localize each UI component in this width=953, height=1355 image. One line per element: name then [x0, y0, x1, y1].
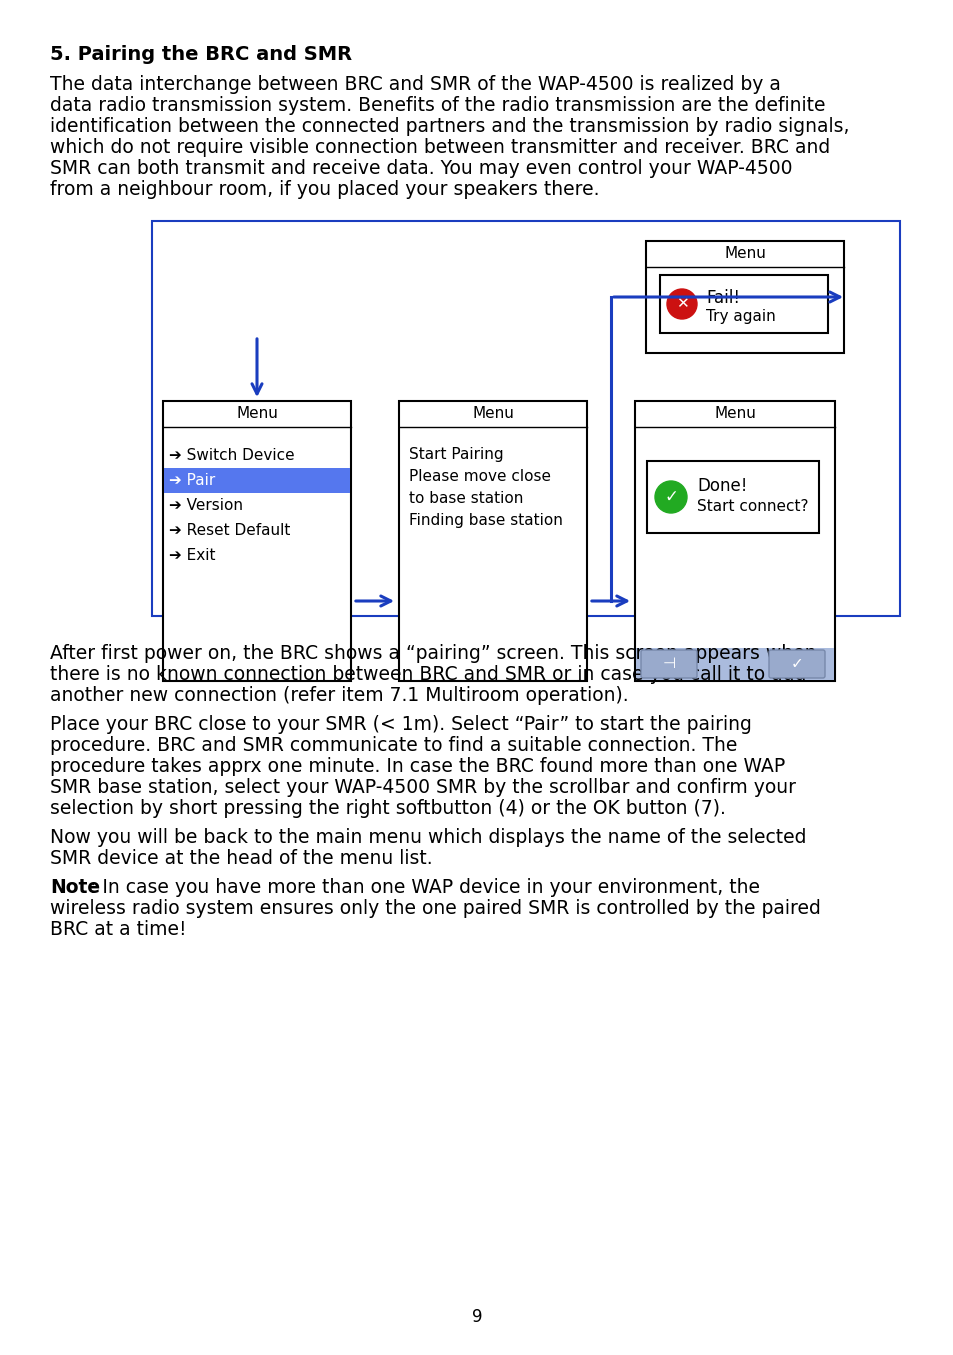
Bar [164, 467, 350, 493]
Text: data radio transmission system. Benefits of the radio transmission are the defin: data radio transmission system. Benefits… [50, 96, 824, 115]
Text: Menu: Menu [472, 406, 514, 421]
Text: ✕: ✕ [675, 297, 688, 312]
Text: ➔ Pair: ➔ Pair [169, 473, 215, 488]
Circle shape [666, 289, 697, 318]
Text: ✓: ✓ [663, 488, 678, 505]
Text: selection by short pressing the right softbutton (4) or the OK button (7).: selection by short pressing the right so… [50, 799, 725, 818]
Text: The data interchange between BRC and SMR of the WAP-4500 is realized by a: The data interchange between BRC and SMR… [50, 75, 781, 93]
Bar [635, 401, 834, 682]
Text: 5. Pairing the BRC and SMR: 5. Pairing the BRC and SMR [50, 45, 352, 64]
Bar [163, 401, 351, 682]
Text: another new connection (refer item 7.1 Multiroom operation).: another new connection (refer item 7.1 M… [50, 686, 628, 705]
Text: wireless radio system ensures only the one paired SMR is controlled by the paire: wireless radio system ensures only the o… [50, 898, 820, 917]
Text: SMR base station, select your WAP-4500 SMR by the scrollbar and confirm your: SMR base station, select your WAP-4500 S… [50, 778, 795, 797]
Text: ➔ Exit: ➔ Exit [169, 547, 215, 562]
Text: Try again: Try again [705, 309, 775, 324]
Text: to base station: to base station [409, 491, 523, 505]
Text: Now you will be back to the main menu which displays the name of the selected: Now you will be back to the main menu wh… [50, 828, 805, 847]
Text: ⊣: ⊣ [661, 657, 675, 672]
Circle shape [655, 481, 686, 514]
Text: Menu: Menu [723, 247, 765, 262]
Text: Finding base station: Finding base station [409, 514, 562, 528]
Text: : In case you have more than one WAP device in your environment, the: : In case you have more than one WAP dev… [90, 878, 760, 897]
Text: SMR can both transmit and receive data. You may even control your WAP-4500: SMR can both transmit and receive data. … [50, 159, 792, 178]
Text: there is no known connection between BRC and SMR or in case you call it to add: there is no known connection between BRC… [50, 665, 805, 684]
FancyBboxPatch shape [768, 650, 824, 678]
FancyBboxPatch shape [640, 650, 697, 678]
Text: identification between the connected partners and the transmission by radio sign: identification between the connected par… [50, 117, 848, 136]
Text: BRC at a time!: BRC at a time! [50, 920, 187, 939]
Bar [645, 241, 843, 354]
Text: 9: 9 [471, 1308, 482, 1327]
Text: Done!: Done! [697, 477, 746, 495]
Text: Menu: Menu [235, 406, 277, 421]
Text: procedure takes apprx one minute. In case the BRC found more than one WAP: procedure takes apprx one minute. In cas… [50, 757, 784, 776]
Text: Start Pairing: Start Pairing [409, 447, 503, 462]
Text: Please move close: Please move close [409, 469, 551, 484]
Text: Place your BRC close to your SMR (< 1m). Select “Pair” to start the pairing: Place your BRC close to your SMR (< 1m).… [50, 715, 751, 734]
Text: ➔ Switch Device: ➔ Switch Device [169, 449, 294, 463]
Text: Start connect?: Start connect? [697, 499, 807, 514]
Bar [659, 275, 827, 333]
Bar [152, 221, 899, 617]
Bar [636, 648, 833, 680]
Text: SMR device at the head of the menu list.: SMR device at the head of the menu list. [50, 850, 432, 869]
Bar [646, 461, 818, 533]
Text: which do not require visible connection between transmitter and receiver. BRC an: which do not require visible connection … [50, 138, 829, 157]
Text: Menu: Menu [713, 406, 755, 421]
Text: After first power on, the BRC shows a “pairing” screen. This screen appears when: After first power on, the BRC shows a “p… [50, 644, 816, 663]
Text: ➔ Reset Default: ➔ Reset Default [169, 523, 290, 538]
Bar [398, 401, 586, 682]
Text: ➔ Version: ➔ Version [169, 499, 243, 514]
Text: Fail!: Fail! [705, 289, 740, 308]
Text: ✓: ✓ [790, 657, 802, 672]
Text: Note: Note [50, 878, 100, 897]
Text: procedure. BRC and SMR communicate to find a suitable connection. The: procedure. BRC and SMR communicate to fi… [50, 736, 737, 755]
Text: from a neighbour room, if you placed your speakers there.: from a neighbour room, if you placed you… [50, 180, 598, 199]
